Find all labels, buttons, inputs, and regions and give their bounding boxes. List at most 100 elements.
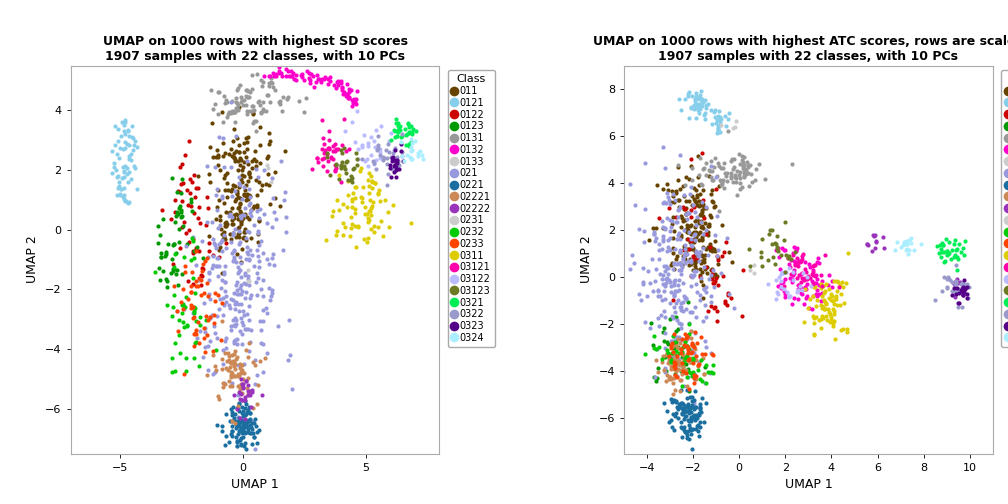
Point [748,165,764,173]
Point [680,408,697,416]
Point [673,399,689,407]
Point [237,411,253,419]
Point [205,261,221,269]
Point [183,202,200,210]
Point [239,93,255,101]
Point [797,275,813,283]
Point [115,145,131,153]
Point [240,391,256,399]
Point [224,97,240,105]
Point [226,154,242,162]
Point [654,244,670,253]
Point [236,158,252,166]
Point [375,231,391,239]
Point [176,218,193,226]
Point [659,193,675,201]
Point [677,402,694,410]
Point [233,441,249,449]
Point [829,300,845,308]
Point [394,152,410,160]
Point [221,209,237,217]
Point [825,317,841,325]
Point [347,205,363,213]
Point [641,279,657,287]
Point [232,382,248,390]
Point [211,245,227,254]
Point [121,168,137,176]
Point [347,222,363,230]
Point [344,174,360,182]
Point [676,226,692,234]
Point [790,262,806,270]
Point [867,231,883,239]
Point [682,328,699,336]
Point [242,391,258,399]
Point [329,145,345,153]
Point [226,220,242,228]
Point [206,252,222,260]
Point [229,353,245,361]
Point [214,108,230,116]
Point [664,410,680,418]
Point [692,258,709,266]
Point [347,183,363,192]
Point [228,196,244,204]
Point [705,176,721,184]
Point [208,366,224,374]
Point [389,118,405,127]
Point [692,190,709,198]
Point [796,318,812,326]
Point [259,154,275,162]
Point [245,102,261,110]
Point [184,274,201,282]
Point [736,153,752,161]
Point [278,65,294,73]
Point [212,243,228,251]
Point [665,391,681,399]
Point [244,388,260,396]
Point [687,92,704,100]
Point [213,284,229,292]
Point [677,407,694,415]
Point [158,275,174,283]
Point [685,359,702,367]
Point [951,279,967,287]
Point [681,406,698,414]
Point [680,368,697,376]
Point [240,353,256,361]
Point [329,85,345,93]
Point [388,119,404,128]
Point [251,241,267,249]
Point [117,145,133,153]
Point [184,247,201,255]
Point [150,264,166,272]
Point [354,198,370,206]
Point [723,172,739,180]
Point [255,368,271,376]
Point [230,101,246,109]
Point [687,100,704,108]
Point [239,408,255,416]
Point [243,326,259,334]
Point [692,333,709,341]
Point [694,234,710,242]
Point [216,270,232,278]
Point [336,115,352,123]
Point [343,176,359,184]
Point [237,148,253,156]
Point [224,411,240,419]
Point [277,188,293,196]
Point [229,419,245,427]
Point [249,207,265,215]
Point [119,164,135,172]
Point [227,418,243,426]
Point [673,345,689,353]
Point [184,248,201,257]
Point [212,166,228,174]
Point [674,353,690,361]
Point [221,377,237,385]
Point [360,162,376,170]
Point [701,243,717,251]
Point [694,198,710,206]
Point [209,421,225,429]
